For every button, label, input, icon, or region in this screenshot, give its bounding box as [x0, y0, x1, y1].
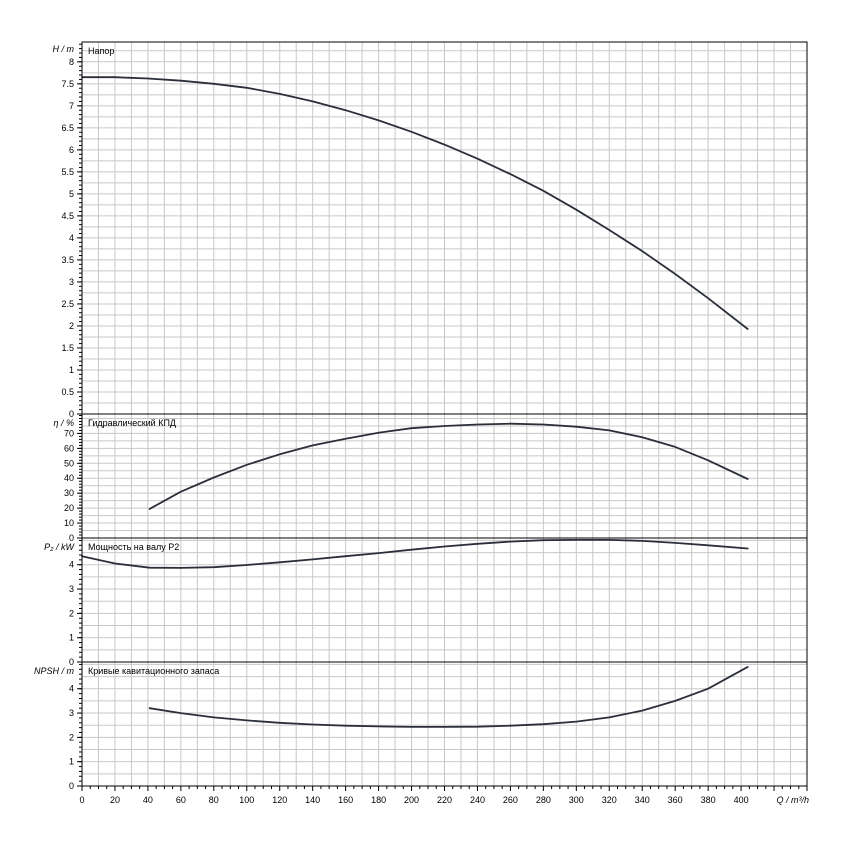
y-tick-label: 1 — [69, 365, 74, 375]
y-tick-label: 2 — [69, 608, 74, 618]
y-tick-label: 4.5 — [61, 211, 74, 221]
y-axis-label: H / m — [53, 44, 75, 54]
x-axis: 0 20 40 60 80 100 120 140 160 180 200 220 240 260 280 3… — [79, 786, 809, 805]
x-tick-label: 220 — [437, 795, 452, 805]
x-tick-label: 60 — [176, 795, 186, 805]
y-tick-label: 0 — [69, 409, 74, 419]
panel-power: 0 1 2 3 4 P₂ / kW Мощность на валу P2 — [44, 537, 808, 667]
y-tick-label: 3 — [69, 584, 74, 594]
y-axis-label: P₂ / kW — [44, 542, 75, 552]
y-tick-label: 0 — [69, 533, 74, 543]
y-tick-label: 4 — [69, 233, 74, 243]
x-tick-label: 180 — [371, 795, 386, 805]
y-tick-label: 4 — [69, 684, 74, 694]
x-tick-label: 100 — [239, 795, 254, 805]
y-tick-label: 7 — [69, 101, 74, 111]
y-tick-label: 4 — [69, 560, 74, 570]
y-tick-label: 1.5 — [61, 343, 74, 353]
y-tick-label: 0.5 — [61, 387, 74, 397]
series-line-npsh — [148, 666, 749, 728]
y-tick-label: 10 — [64, 518, 74, 528]
y-tick-label: 3 — [69, 708, 74, 718]
y-tick-label: 0 — [69, 781, 74, 791]
x-tick-label: 120 — [272, 795, 287, 805]
y-tick-label: 6.5 — [61, 123, 74, 133]
x-tick-label: 280 — [536, 795, 551, 805]
x-tick-label: 80 — [209, 795, 219, 805]
x-tick-label: 320 — [602, 795, 617, 805]
y-tick-label: 1 — [69, 633, 74, 643]
panel-title: Гидравлический КПД — [88, 418, 176, 428]
x-tick-label: 140 — [305, 795, 320, 805]
y-tick-label: 30 — [64, 488, 74, 498]
x-tick-label: 360 — [668, 795, 683, 805]
x-tick-label: 240 — [470, 795, 485, 805]
series-line-efficiency — [148, 422, 749, 510]
x-tick-label: 160 — [338, 795, 353, 805]
panel-head: 0 0.5 1 1.5 2 2.5 3 3.5 4 4.5 5 5.5 6 6.5 7 7.5 8 H / m На… — [53, 41, 808, 419]
y-tick-label: 8 — [69, 57, 74, 67]
x-tick-label: 40 — [143, 795, 153, 805]
y-axis-label: η / % — [53, 418, 74, 428]
y-tick-label: 7.5 — [61, 79, 74, 89]
y-tick-label: 3.5 — [61, 255, 74, 265]
series-line-power — [81, 539, 749, 569]
y-tick-label: 2 — [69, 321, 74, 331]
y-tick-label: 6 — [69, 145, 74, 155]
y-tick-label: 1 — [69, 757, 74, 767]
y-tick-label: 40 — [64, 473, 74, 483]
y-tick-label: 2 — [69, 732, 74, 742]
x-tick-label: 260 — [503, 795, 518, 805]
x-tick-label: 20 — [110, 795, 120, 805]
x-tick-label: 0 — [79, 795, 84, 805]
panel-title: Кривые кавитационного запаса — [88, 666, 219, 676]
y-tick-label: 20 — [64, 503, 74, 513]
panel-title: Мощность на валу P2 — [88, 542, 179, 552]
panel-efficiency: 0 10 20 30 40 50 60 70η / % Гидравлический КПД — [53, 413, 808, 543]
x-tick-label: 380 — [701, 795, 716, 805]
y-axis-label: NPSH / m — [34, 666, 75, 676]
y-tick-label: 5.5 — [61, 167, 74, 177]
y-tick-label: 3 — [69, 277, 74, 287]
panel-title: Напор — [88, 46, 114, 56]
y-tick-label: 2.5 — [61, 299, 74, 309]
x-tick-label: 400 — [734, 795, 749, 805]
x-axis-label: Q / m³/h — [776, 795, 809, 805]
x-tick-label: 200 — [404, 795, 419, 805]
y-tick-label: 50 — [64, 458, 74, 468]
panel-npsh: 0 1 2 3 4 NPSH / m Кривые кавитационного запас… — [34, 661, 808, 791]
series-line-head — [81, 76, 749, 330]
y-tick-label: 0 — [69, 657, 74, 667]
y-tick-label: 70 — [64, 428, 74, 438]
x-tick-label: 340 — [635, 795, 650, 805]
y-tick-label: 5 — [69, 189, 74, 199]
x-tick-label: 300 — [569, 795, 584, 805]
y-tick-label: 60 — [64, 443, 74, 453]
